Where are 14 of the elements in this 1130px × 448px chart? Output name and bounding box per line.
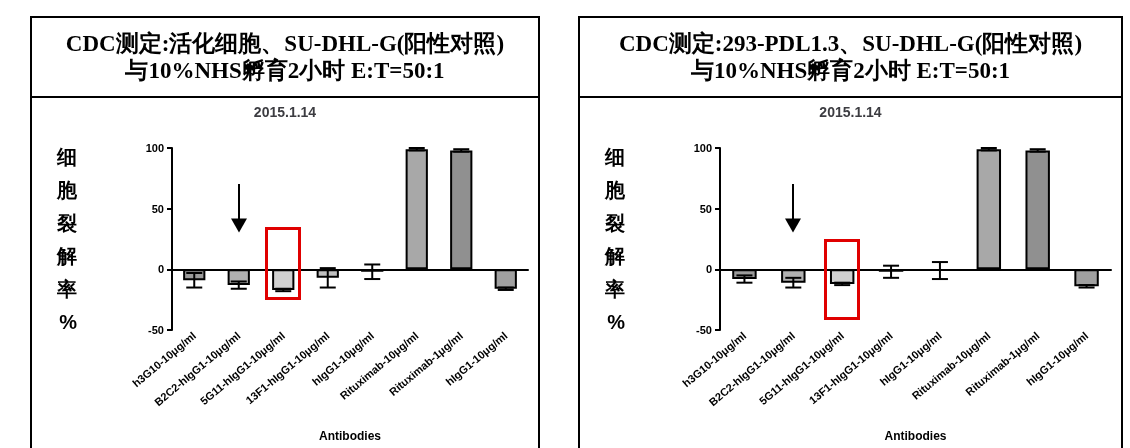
y-tick-label: 0 xyxy=(705,263,712,276)
y-tick-label: 50 xyxy=(699,202,712,215)
x-axis-title: Antibodies xyxy=(884,429,947,443)
chart-subtitle: 2015.1.14 xyxy=(253,104,317,120)
y-tick-label: 100 xyxy=(693,142,712,154)
y-tick-label: 50 xyxy=(151,202,164,215)
chart-subtitle: 2015.1.14 xyxy=(819,104,882,120)
y-tick-label: 0 xyxy=(157,263,164,276)
chart-title: CDC测定:活化细胞、SU-DHL-G(阳性对照)与10%NHS孵育2小时 E:T=50:1 xyxy=(30,16,540,98)
y-axis-title: 细胞裂解率% xyxy=(604,145,626,333)
x-axis-title: Antibodies xyxy=(319,429,382,443)
y-tick-label: 100 xyxy=(145,142,164,154)
chart-title: CDC测定:293-PDL1.3、SU-DHL-G(阳性对照)与10%NHS孵育2小时 E:T=50:1 xyxy=(578,16,1123,98)
y-axis-title: 细胞裂解率% xyxy=(56,145,78,333)
